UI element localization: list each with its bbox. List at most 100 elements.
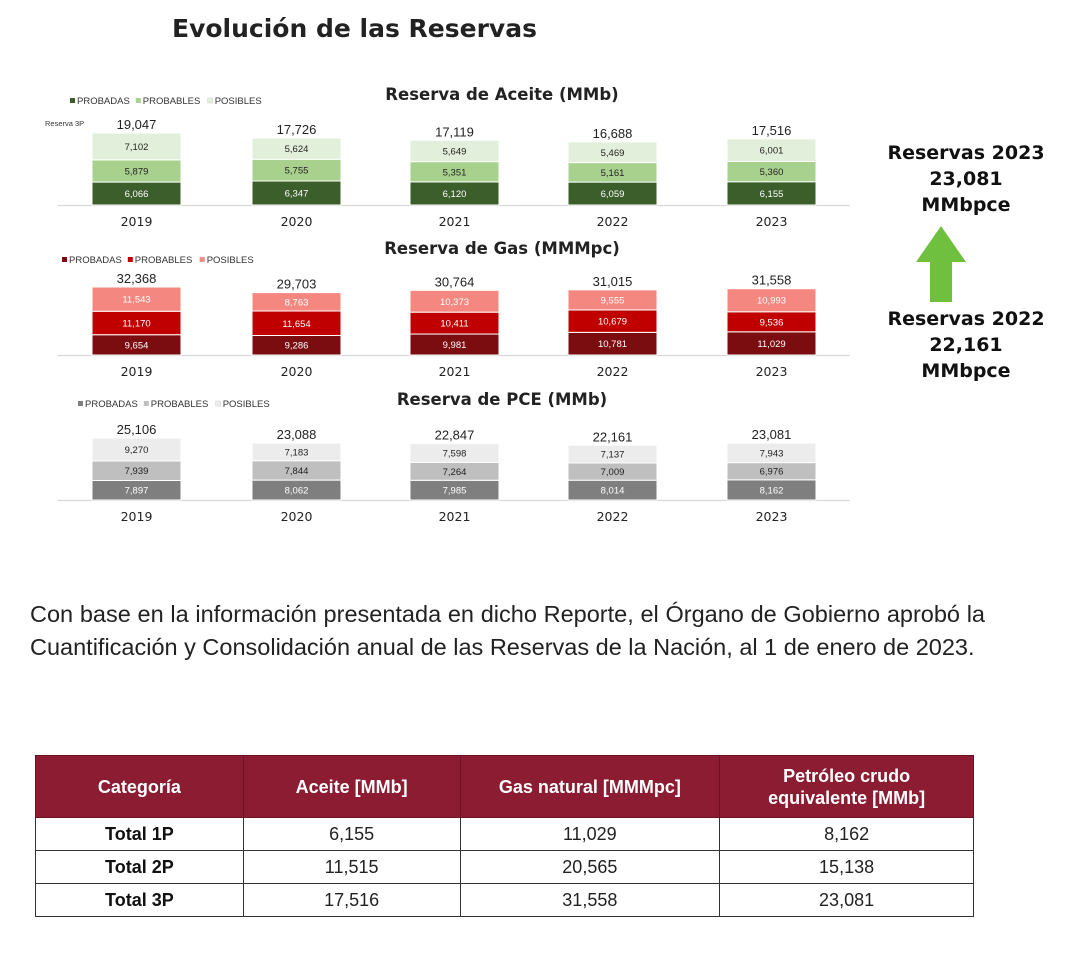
bar-value-label: 9,286 (285, 341, 309, 352)
reserves-2023-value: 23,081 (929, 168, 1003, 190)
bar-value-label: 6,347 (285, 189, 309, 200)
bar-segment (251, 310, 342, 336)
category-label: 2021 (439, 364, 471, 379)
bar-value-label: 7,939 (125, 466, 149, 477)
category-label: 2023 (756, 214, 788, 229)
table-row: Total 1P 6,155 11,029 8,162 (35, 817, 974, 851)
bar-value-label: 7,598 (443, 448, 467, 459)
total-label: 17,726 (277, 122, 317, 137)
total-label: 17,119 (435, 124, 474, 139)
table-cell: 17,516 (242, 883, 461, 917)
table-row: Total 3P 17,516 31,558 23,081 (35, 883, 974, 917)
bar-value-label: 7,943 (760, 448, 784, 459)
reserves-2023-label: Reservas 2023 (887, 142, 1045, 164)
table-cell: 15,138 (719, 850, 974, 884)
bar-value-label: 10,993 (757, 296, 786, 307)
bar-value-label: 5,755 (285, 166, 309, 177)
legend-label: PROBABLES (135, 255, 193, 266)
bar-value-label: 10,411 (440, 319, 468, 330)
bar-segment (409, 289, 500, 313)
table-row: Total 2P 11,515 20,565 15,138 (35, 850, 974, 884)
bar-segment (567, 444, 658, 464)
legend-label: PROBADAS (69, 255, 122, 266)
header-gas: Gas natural [MMMpc] (459, 755, 721, 818)
table-header-row: Categoría Aceite [MMb] Gas natural [MMMp… (35, 755, 974, 818)
bar-value-label: 11,654 (282, 319, 310, 330)
bar-segment (91, 132, 182, 161)
category-label: 2019 (121, 214, 153, 229)
total-label: 30,764 (435, 274, 475, 289)
bar-value-label: 9,555 (601, 295, 625, 306)
reserves-2023-unit: MMbpce (921, 194, 1011, 216)
bar-value-label: 7,009 (601, 467, 625, 478)
legend-swatch (127, 257, 133, 262)
bar-value-label: 5,624 (285, 144, 309, 155)
row-label: Total 1P (35, 817, 244, 851)
category-label: 2021 (439, 509, 471, 524)
table-cell: 11,515 (242, 850, 461, 884)
legend-swatch (143, 401, 149, 406)
total-label: 29,703 (277, 277, 317, 292)
legend-label: PROBABLES (151, 399, 209, 410)
legend-swatch (62, 257, 67, 262)
reserves-2022-unit: MMbpce (921, 360, 1011, 382)
bar-value-label: 9,270 (125, 445, 149, 456)
total-label: 16,688 (593, 126, 633, 141)
bar-segment (726, 138, 817, 162)
bar-value-label: 11,029 (757, 339, 785, 350)
bar-value-label: 9,536 (760, 317, 784, 328)
legend-label: POSIBLES (223, 399, 270, 410)
bar-value-label: 5,469 (601, 148, 625, 159)
table-cell: 6,155 (242, 817, 461, 851)
bar-value-label: 6,066 (125, 189, 149, 200)
chart-title: Reserva de Gas (MMMpc) (384, 239, 620, 258)
legend-swatch (135, 98, 141, 103)
bar-value-label: 7,844 (285, 466, 309, 477)
reserves-2022-box: Reservas 2022 22,161 MMbpce (850, 306, 1080, 384)
reserves-2023-box: Reservas 2023 23,081 MMbpce (850, 140, 1080, 218)
bar-value-label: 8,014 (601, 486, 625, 497)
bar-value-label: 6,059 (601, 189, 625, 200)
bar-segment (409, 139, 500, 163)
bar-segment (567, 289, 658, 311)
bar-segment (251, 442, 342, 462)
reserves-2022-label: Reservas 2022 (887, 308, 1045, 330)
category-label: 2022 (597, 214, 629, 229)
legend-label: POSIBLES (215, 96, 262, 107)
bar-value-label: 7,137 (601, 450, 625, 461)
bar-value-label: 8,763 (285, 297, 309, 308)
category-label: 2022 (597, 509, 629, 524)
total-label: 32,368 (117, 271, 157, 286)
bar-segment (567, 141, 658, 164)
summary-paragraph: Con base en la información presentada en… (30, 601, 985, 660)
reserves-charts: Reserva de Aceite (MMb) PROBADAS PROBABLES… (45, 85, 850, 524)
legend-label: PROBABLES (143, 96, 201, 107)
bar-value-label: 6,976 (760, 467, 784, 478)
total-label: 17,516 (752, 123, 792, 138)
bar-value-label: 8,162 (760, 485, 784, 496)
bar-value-label: 10,679 (598, 317, 627, 328)
category-label: 2021 (439, 214, 471, 229)
row-label: Total 2P (35, 850, 244, 884)
bar-segment (726, 442, 817, 464)
total-label: 22,847 (435, 428, 475, 443)
chart-title: Reserva de PCE (MMb) (397, 390, 607, 409)
total-label: 22,161 (593, 429, 633, 444)
total-label: 23,088 (277, 427, 317, 442)
reserves-2022-value: 22,161 (929, 334, 1003, 356)
bar-value-label: 7,183 (285, 447, 309, 458)
category-label: 2019 (121, 364, 153, 379)
bar-value-label: 5,649 (443, 146, 467, 157)
table-cell: 8,162 (719, 817, 974, 851)
bar-value-label: 6,001 (760, 146, 784, 157)
category-label: 2020 (281, 509, 313, 524)
reserves-table: Categoría Aceite [MMb] Gas natural [MMMp… (35, 755, 974, 917)
bar-value-label: 9,654 (125, 340, 149, 351)
header-oil: Aceite [MMb] (242, 755, 461, 818)
category-label: 2019 (121, 509, 153, 524)
bar-value-label: 6,120 (443, 189, 467, 200)
total-label: 31,558 (752, 273, 792, 288)
table-cell: 20,565 (459, 850, 721, 884)
series-label: Reserva 3P (45, 119, 84, 128)
page-title: Evolución de las Reservas (172, 14, 537, 43)
